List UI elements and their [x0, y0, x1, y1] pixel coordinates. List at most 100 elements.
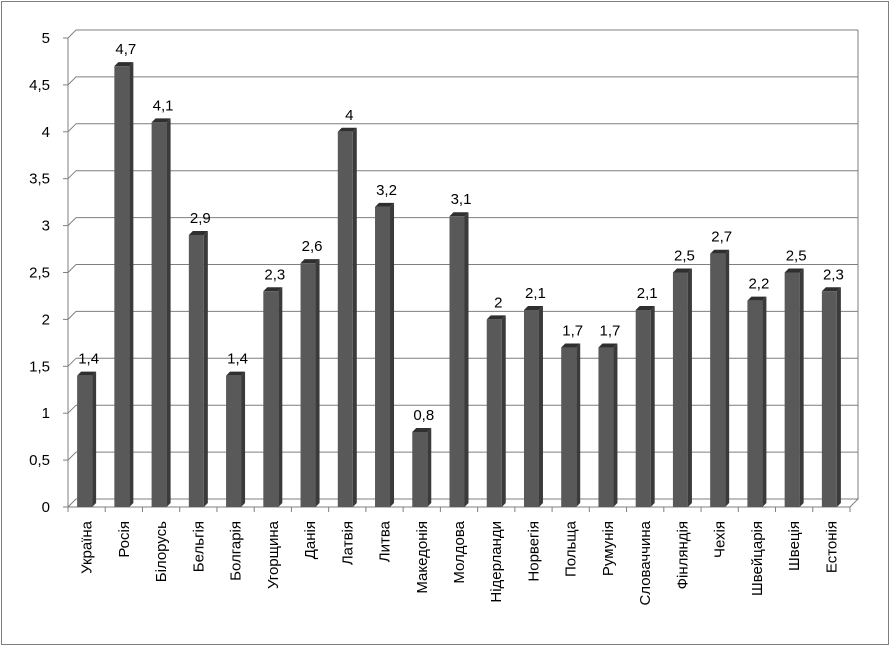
bar-front: [226, 375, 242, 507]
bar-top: [337, 127, 357, 132]
data-label: 0,8: [413, 407, 434, 424]
data-label: 1,7: [600, 323, 621, 340]
bar-front: [263, 291, 279, 507]
grid-diag: [67, 357, 77, 367]
data-label: 1,4: [78, 351, 99, 368]
bar-front: [486, 319, 502, 507]
bar-front: [561, 347, 577, 507]
y-tick-label: 2: [42, 311, 50, 328]
y-tick-label: 2,5: [29, 265, 50, 282]
data-labels: 1,4 4,7 4,1 2,9 1,4 2,3 2,6 4 3,2 0,8 3,1 2 2,1 1,7 1,…: [78, 41, 844, 424]
bar-top: [114, 62, 134, 67]
bar-top: [486, 315, 506, 320]
grid-diag: [67, 404, 77, 414]
bar-side: [650, 306, 655, 507]
bar-side: [464, 212, 469, 507]
grid-diag: [67, 451, 77, 461]
x-tick-label: Угорщина: [265, 520, 282, 589]
bar-side: [836, 287, 841, 507]
grid-diag: [67, 123, 77, 133]
bar-side: [390, 202, 395, 507]
bar-front: [710, 253, 726, 507]
grid-diag: [67, 170, 77, 180]
bar-side: [501, 315, 506, 507]
bar-side: [687, 268, 692, 507]
grid-diag: [67, 264, 77, 273]
bar-side: [203, 230, 208, 508]
bar-front: [300, 263, 316, 507]
data-label: 2,5: [674, 248, 695, 265]
y-tick-label: 3: [42, 218, 50, 235]
bar-side: [799, 268, 804, 507]
bar: [821, 287, 841, 507]
bar-top: [449, 212, 469, 217]
x-tick-label: Румунія: [600, 521, 617, 576]
x-tick-label: Болгарія: [228, 521, 245, 581]
x-tick-label: Молдова: [451, 520, 468, 583]
bar: [635, 306, 655, 507]
bar-front: [747, 300, 763, 507]
bar-top: [300, 259, 320, 264]
bar-front: [672, 272, 688, 507]
y-tick-label: 4: [42, 124, 50, 141]
bar-top: [412, 427, 432, 432]
x-tick-label: Україна: [79, 520, 96, 574]
bar-top: [784, 268, 804, 273]
bar-side: [315, 259, 320, 507]
bar: [672, 268, 692, 507]
bar-front: [114, 66, 130, 507]
bar: [337, 127, 357, 508]
bar-side: [725, 249, 730, 508]
data-label: 2,9: [190, 210, 211, 227]
y-tick-label: 1,5: [29, 358, 50, 375]
bar: [375, 202, 395, 507]
x-tick-label: Словаччина: [637, 520, 654, 605]
data-label: 3,2: [376, 182, 397, 199]
bar: [523, 306, 543, 507]
bar-side: [92, 371, 97, 507]
bar-front: [523, 310, 539, 507]
bar: [114, 62, 134, 507]
bar-front: [635, 310, 651, 507]
data-label: 2: [494, 294, 502, 311]
bar-front: [375, 206, 391, 507]
data-label: 2,2: [748, 276, 769, 293]
bar-front: [449, 216, 465, 507]
data-label: 4: [345, 107, 353, 124]
y-tick-label: 5: [42, 30, 50, 47]
grid-diag: [67, 217, 77, 226]
bar-top: [151, 118, 171, 123]
bar: [486, 315, 506, 507]
x-tick-label: Латвія: [339, 521, 356, 565]
y-tick-label: 0,5: [29, 452, 50, 469]
bar-top: [523, 306, 543, 311]
bar-front: [77, 375, 93, 507]
y-tick-label: 1: [42, 405, 50, 422]
x-tick-label: Норвегія: [525, 521, 542, 582]
x-tick-label: Фінляндія: [674, 521, 691, 589]
bar-side: [352, 127, 357, 508]
bar-side: [538, 306, 543, 507]
data-label: 2,3: [823, 266, 844, 283]
x-tick-label: Швеція: [786, 521, 803, 571]
bar: [300, 259, 320, 507]
y-tick-label: 0: [42, 499, 50, 516]
bar-top: [747, 296, 767, 301]
bar-side: [129, 62, 134, 507]
bar-top: [561, 343, 581, 348]
data-label: 2,6: [302, 238, 323, 255]
bar-front: [151, 122, 167, 508]
data-label: 4,1: [153, 97, 174, 114]
x-tick-label: Нідерланди: [488, 521, 505, 603]
bar-top: [710, 249, 730, 254]
bars: [77, 62, 841, 508]
data-label: 3,1: [451, 191, 472, 208]
data-label: 2,5: [786, 248, 807, 265]
data-label: 1,4: [227, 351, 248, 368]
data-label: 2,1: [525, 285, 546, 302]
x-tick-label: Данія: [302, 521, 319, 559]
y-tick-label: 3,5: [29, 171, 50, 188]
data-label: 2,3: [264, 266, 285, 283]
grid-diag: [67, 311, 77, 320]
bar-top: [263, 287, 283, 292]
